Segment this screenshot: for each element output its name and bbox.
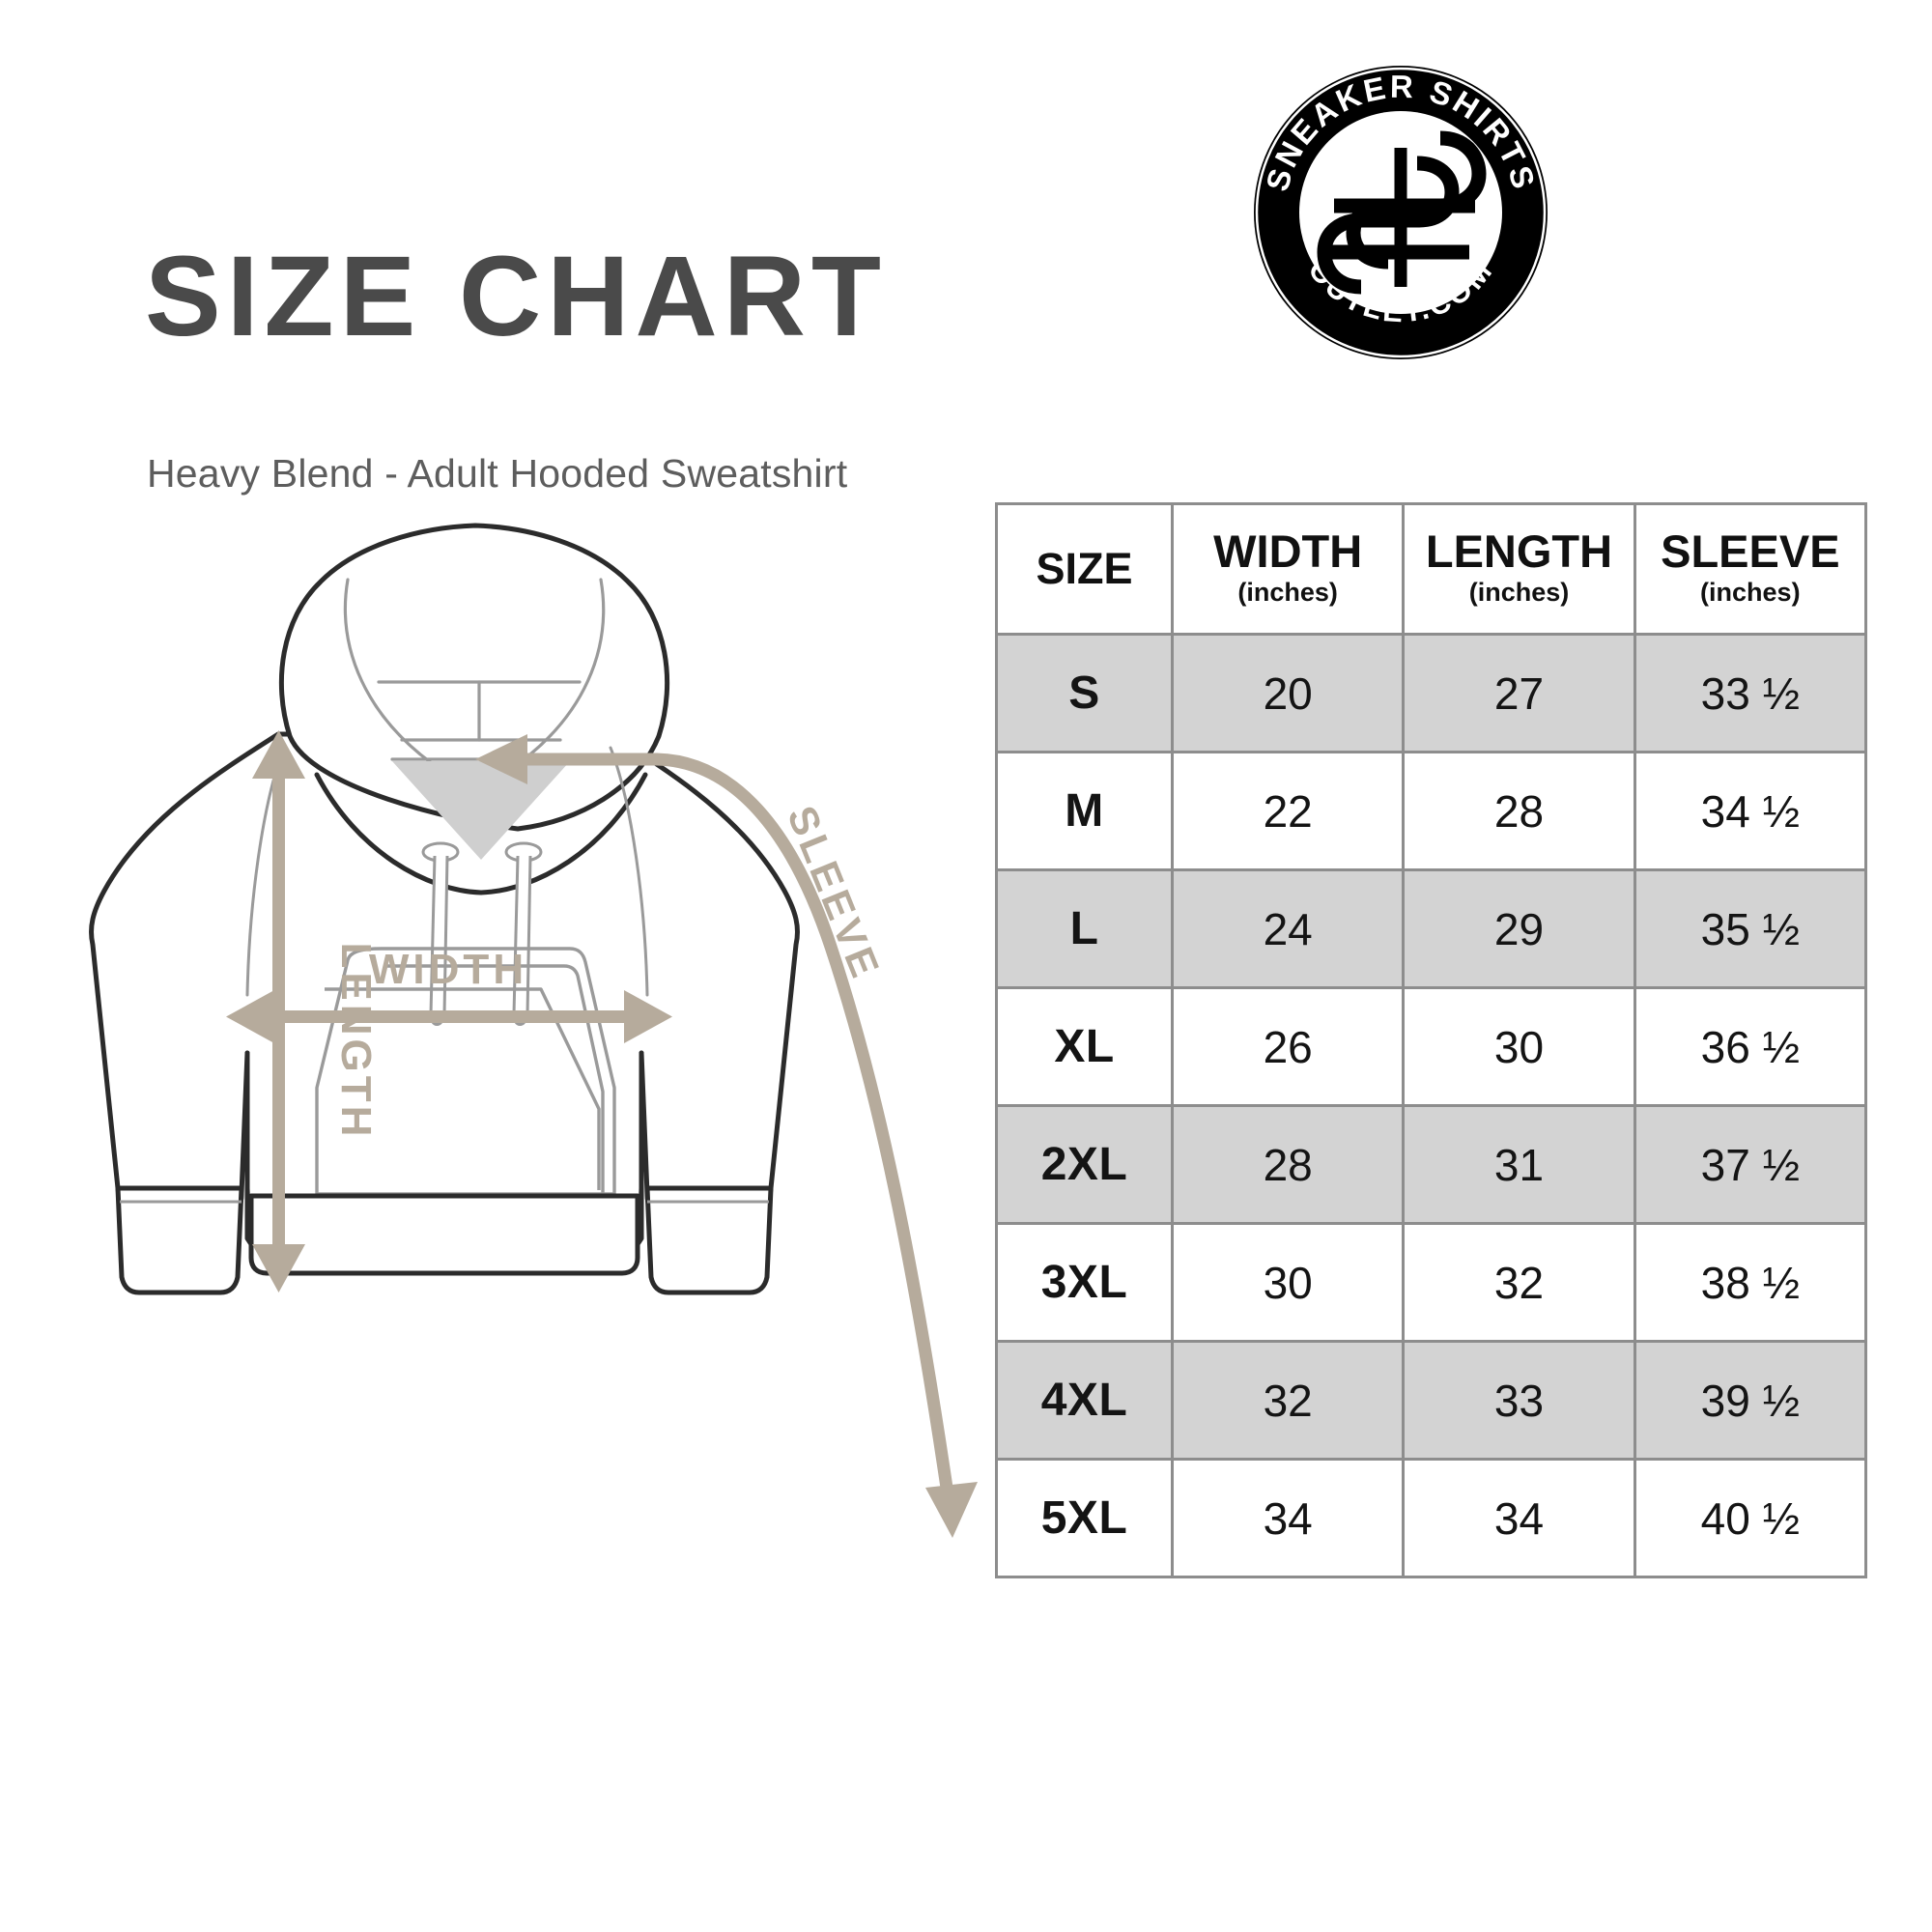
table-row: 4XL 32 33 39 ½ [995, 1340, 1867, 1461]
cell-length: 29 [1402, 868, 1636, 989]
cell-size: 3XL [995, 1222, 1174, 1343]
cell-length: 33 [1402, 1340, 1636, 1461]
cell-length: 27 [1402, 633, 1636, 753]
cell-width: 20 [1170, 633, 1406, 753]
left-cuff [115, 1185, 244, 1295]
right-shoulder-seam [609, 746, 649, 997]
column-header-sleeve-unit: (inches) [1700, 578, 1801, 608]
sleeve-arrowhead-cuff [925, 1482, 978, 1538]
cell-width: 24 [1170, 868, 1406, 989]
cell-size: M [995, 751, 1174, 871]
cell-sleeve: 35 ½ [1633, 868, 1867, 989]
hoodie-hem-rib [248, 1193, 640, 1276]
column-header-sleeve-title: SLEEVE [1661, 526, 1840, 578]
cell-sleeve: 34 ½ [1633, 751, 1867, 871]
column-header-width: WIDTH (inches) [1170, 502, 1406, 636]
right-cuff [644, 1185, 774, 1295]
page-subtitle: Heavy Blend - Adult Hooded Sweatshirt [147, 451, 848, 496]
column-header-width-title: WIDTH [1213, 526, 1363, 578]
column-header-length-title: LENGTH [1425, 526, 1613, 578]
sleeve-measure-line [512, 753, 953, 1489]
logo-monogram-ss [1317, 130, 1487, 295]
cell-width: 26 [1170, 986, 1406, 1107]
hood-v-inset [392, 761, 570, 860]
page-title: SIZE CHART [145, 233, 887, 360]
table-header-row: SIZE WIDTH (inches) LENGTH (inches) SLEE… [995, 502, 1867, 636]
cell-length: 32 [1402, 1222, 1636, 1343]
cell-sleeve: 37 ½ [1633, 1104, 1867, 1225]
table-row: M 22 28 34 ½ [995, 751, 1867, 871]
table-row: 3XL 30 32 38 ½ [995, 1222, 1867, 1343]
column-header-sleeve: SLEEVE (inches) [1633, 502, 1867, 636]
cell-width: 28 [1170, 1104, 1406, 1225]
cell-length: 30 [1402, 986, 1636, 1107]
column-header-size-title: SIZE [1036, 544, 1133, 594]
kangaroo-pocket-inner [386, 964, 605, 1194]
table-row: L 24 29 35 ½ [995, 868, 1867, 989]
hood-inner-left-seam [343, 578, 444, 773]
cell-width: 34 [1170, 1458, 1406, 1578]
hoodie-diagram: LENGTH WIDTH SLEEVE [89, 523, 978, 1538]
table-row: S 20 27 33 ½ [995, 633, 1867, 753]
cell-width: 30 [1170, 1222, 1406, 1343]
hoodie-neckline [314, 772, 648, 895]
width-measure-arrow [226, 990, 672, 1043]
hood-inner-right-seam [506, 578, 606, 773]
table-row: XL 26 30 36 ½ [995, 986, 1867, 1107]
cell-size: L [995, 868, 1174, 989]
cell-sleeve: 38 ½ [1633, 1222, 1867, 1343]
kangaroo-pocket-outer [325, 987, 601, 1190]
cell-sleeve: 36 ½ [1633, 986, 1867, 1107]
hoodie-drawstrings [421, 841, 543, 1026]
column-header-size: SIZE [995, 502, 1174, 636]
logo-hairline [1255, 67, 1547, 358]
size-chart-table: SIZE WIDTH (inches) LENGTH (inches) SLEE… [995, 502, 1867, 1578]
cell-length: 31 [1402, 1104, 1636, 1225]
sleeve-arrowhead-neck [475, 734, 527, 784]
cell-sleeve: 39 ½ [1633, 1340, 1867, 1461]
table-row: 5XL 34 34 40 ½ [995, 1458, 1867, 1578]
cell-size: S [995, 633, 1174, 753]
cell-length: 34 [1402, 1458, 1636, 1578]
cell-sleeve: 40 ½ [1633, 1458, 1867, 1578]
brand-logo: SNEAKER SHIRTS OUTLET.COM [1254, 66, 1548, 359]
cell-size: 2XL [995, 1104, 1174, 1225]
cell-length: 28 [1402, 751, 1636, 871]
column-header-length-unit: (inches) [1468, 578, 1570, 608]
cell-size: 5XL [995, 1458, 1174, 1578]
cell-sleeve: 33 ½ [1633, 633, 1867, 753]
column-header-length: LENGTH (inches) [1402, 502, 1636, 636]
table-row: 2XL 28 31 37 ½ [995, 1104, 1867, 1225]
cell-width: 32 [1170, 1340, 1406, 1461]
length-label: LENGTH [332, 943, 380, 1141]
cell-width: 22 [1170, 751, 1406, 871]
width-label: WIDTH [369, 946, 527, 993]
cell-size: 4XL [995, 1340, 1174, 1461]
cell-size: XL [995, 986, 1174, 1107]
column-header-width-unit: (inches) [1237, 578, 1338, 608]
